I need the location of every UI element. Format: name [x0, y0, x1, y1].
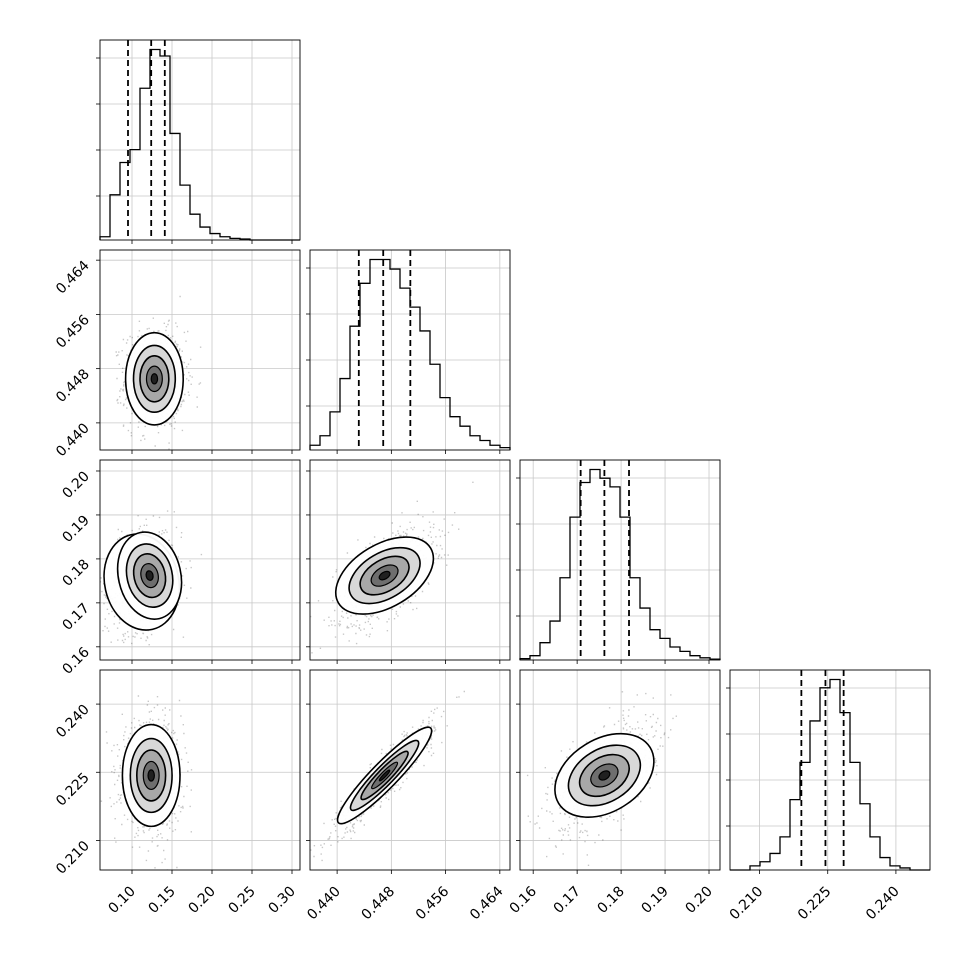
x-tick-label: 0.19 — [639, 884, 672, 917]
y-tick-label: 0.448 — [53, 366, 93, 406]
scatter-area — [100, 510, 203, 646]
y-tick-label: 0.16 — [59, 644, 92, 677]
panel-frame — [519, 459, 721, 661]
histogram-step — [730, 678, 930, 871]
x-tick-label: 0.15 — [145, 884, 178, 917]
x-tick-label: 0.240 — [863, 884, 903, 924]
y-tick-label: 0.464 — [53, 258, 93, 298]
y-tick-label: 0.18 — [59, 556, 92, 589]
y-tick-label: 0.225 — [53, 770, 93, 810]
x-tick-label: 0.20 — [185, 884, 218, 917]
panel-frame — [309, 459, 511, 661]
contour-level — [145, 570, 154, 581]
x-tick-label: 0.456 — [413, 883, 453, 923]
x-tick-label: 0.18 — [595, 884, 628, 917]
x-tick-label: 0.20 — [682, 884, 715, 917]
scatter-panel-2-1 — [306, 459, 511, 664]
y-tick-label: 0.20 — [59, 469, 92, 502]
panel-frame — [99, 459, 301, 661]
y-tick-label: 0.17 — [59, 600, 92, 633]
x-tick-label: 0.448 — [359, 884, 399, 924]
x-tick-label: 0.30 — [265, 884, 298, 917]
contour-level — [150, 373, 159, 385]
scatter-panel-1-0 — [96, 249, 301, 454]
scatter-panel-2-0 — [96, 459, 301, 664]
scatter-area — [100, 695, 193, 870]
hist-panel-3 — [726, 669, 931, 874]
x-tick-label: 0.10 — [105, 884, 138, 917]
x-tick-label: 0.440 — [304, 884, 344, 924]
x-tick-label: 0.225 — [795, 884, 835, 924]
panel-frame — [99, 39, 301, 241]
y-tick-label: 0.210 — [53, 838, 93, 878]
scatter-area — [115, 295, 202, 450]
hist-panel-0 — [96, 39, 301, 244]
panel-frame — [519, 669, 721, 871]
x-tick-label: 0.210 — [727, 884, 767, 924]
y-tick-label: 0.240 — [53, 702, 93, 742]
hist-panel-2 — [516, 459, 721, 664]
scatter-area — [310, 481, 474, 654]
scatter-panel-3-1 — [306, 669, 511, 874]
y-tick-label: 0.440 — [53, 420, 93, 460]
y-tick-label: 0.456 — [53, 312, 93, 352]
contour-level — [598, 770, 611, 781]
panel-frame — [309, 669, 511, 871]
x-tick-label: 0.16 — [507, 883, 540, 916]
scatter-area — [310, 690, 465, 862]
scatter-points — [526, 691, 677, 866]
x-tick-label: 0.25 — [225, 884, 258, 917]
contour-level — [378, 570, 391, 581]
histogram-step — [519, 468, 721, 660]
panel-frame — [729, 669, 931, 871]
histogram-step — [309, 258, 511, 450]
panel-frame — [99, 669, 301, 871]
x-tick-label: 0.464 — [467, 883, 507, 923]
scatter-panel-3-0 — [96, 669, 301, 874]
scatter-area — [526, 691, 677, 866]
hist-panel-1 — [306, 249, 511, 454]
contour-level — [378, 769, 391, 782]
scatter-panel-3-2 — [516, 669, 721, 874]
panel-frame — [99, 249, 301, 451]
y-tick-label: 0.19 — [59, 512, 92, 545]
panel-frame — [309, 249, 511, 451]
contour-level — [147, 769, 155, 782]
x-tick-label: 0.17 — [551, 884, 584, 917]
histogram-step — [99, 48, 300, 241]
